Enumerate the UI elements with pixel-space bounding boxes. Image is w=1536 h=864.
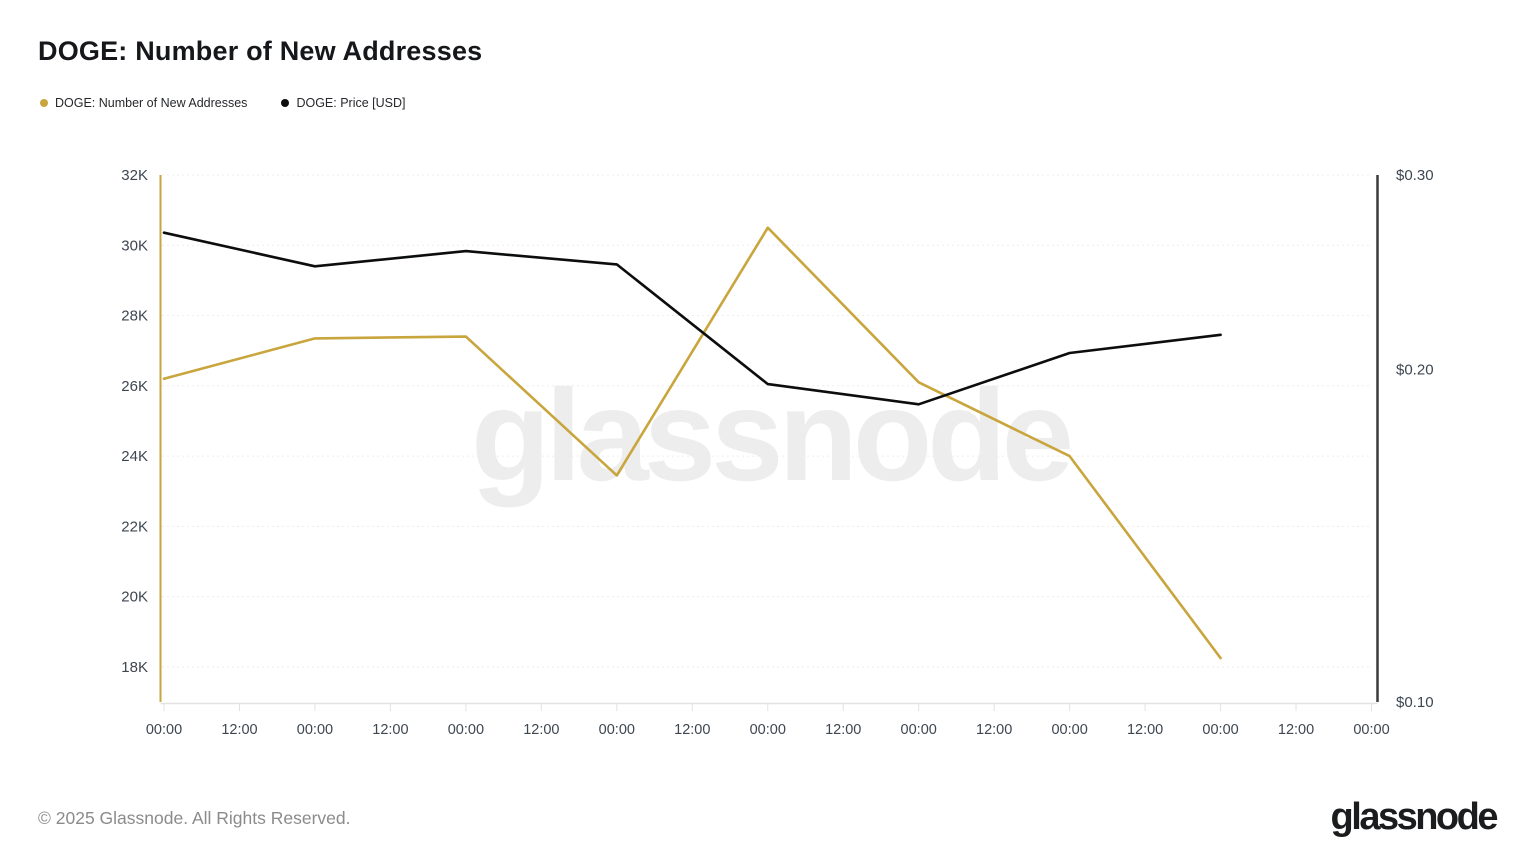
x-axis-tick-label: 00:00 [750,722,786,738]
x-axis-tick-label: 12:00 [372,722,408,738]
x-axis-tick-label: 12:00 [1278,722,1314,738]
x-axis-tick-label: 12:00 [976,722,1012,738]
x-axis-tick-label: 00:00 [1353,722,1389,738]
x-axis-tick-label: 00:00 [448,722,484,738]
legend-swatch-new-addresses-icon [40,99,48,107]
y-axis-left-tick-label: 20K [121,589,148,606]
legend: DOGE: Number of New Addresses DOGE: Pric… [40,96,405,110]
y-axis-right-tick-label: $0.10 [1396,694,1434,711]
y-axis-left-tick-label: 32K [121,167,148,184]
y-axis-left-tick-label: 26K [121,378,148,395]
y-axis-left-tick-label: 22K [121,518,148,535]
legend-item-label: DOGE: Number of New Addresses [55,96,248,110]
footer-copyright: © 2025 Glassnode. All Rights Reserved. [38,808,351,828]
x-axis-tick-label: 00:00 [901,722,937,738]
x-axis-tick-label: 12:00 [1127,722,1163,738]
page-title: DOGE: Number of New Addresses [38,36,483,66]
x-axis-tick-label: 00:00 [297,722,333,738]
glassnode-logo: glassnode [1330,796,1499,838]
y-axis-left-tick-label: 28K [121,308,148,325]
series-line-new-addresses [162,226,1222,660]
x-axis-tick-label: 00:00 [1051,722,1087,738]
legend-item-new-addresses[interactable]: DOGE: Number of New Addresses [40,96,247,110]
y-axis-right-tick-label: $0.30 [1396,167,1434,184]
x-axis-tick-label: 12:00 [825,722,861,738]
x-axis-tick-label: 00:00 [599,722,635,738]
y-axis-left-tick-label: 30K [121,237,148,254]
x-axis-tick-label: 12:00 [523,722,559,738]
x-axis-tick-label: 00:00 [1202,722,1238,738]
legend-item-label: DOGE: Price [USD] [296,96,406,110]
y-axis-right-tick-label: $0.20 [1396,362,1434,379]
legend-swatch-price-icon [281,99,290,107]
x-axis-tick-label: 12:00 [674,722,710,738]
y-axis-left-tick-label: 18K [121,659,148,676]
x-axis-tick-label: 00:00 [146,722,182,738]
series-line-price [162,231,1222,406]
y-axis-left-tick-label: 24K [121,448,148,465]
x-axis-tick-label: 12:00 [221,722,257,738]
legend-item-price[interactable]: DOGE: Price [USD] [281,96,405,110]
